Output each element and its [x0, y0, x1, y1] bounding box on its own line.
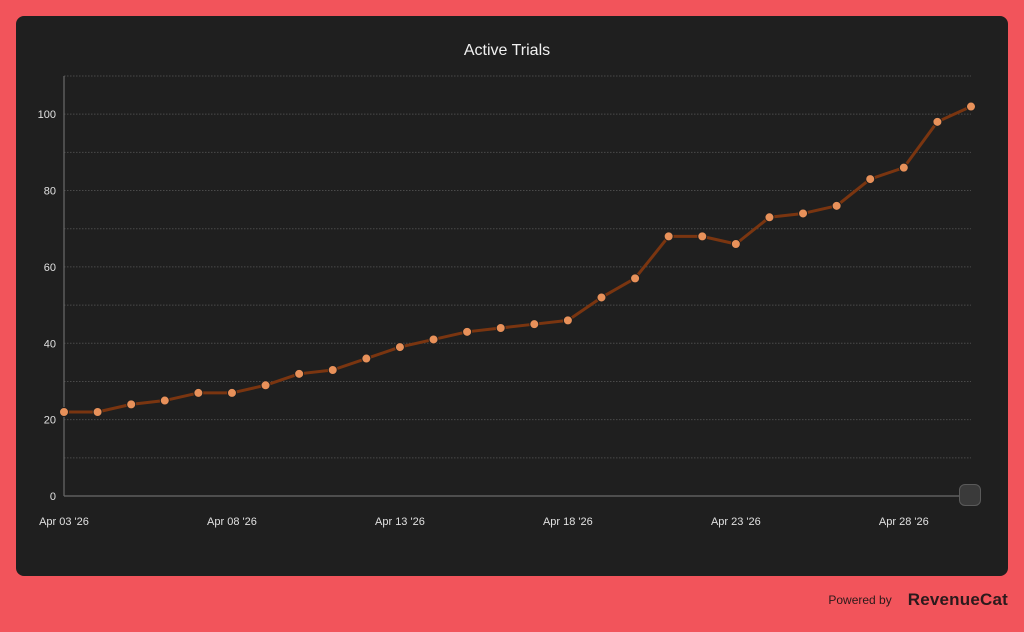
zoom-reset-button[interactable] — [959, 484, 981, 506]
y-tick-label: 60 — [44, 262, 56, 274]
data-point[interactable] — [966, 101, 976, 112]
data-point[interactable] — [764, 212, 775, 223]
data-point[interactable] — [697, 231, 708, 242]
chart-title: Active Trials — [464, 42, 550, 59]
x-tick-label: Apr 18 '26 — [543, 516, 593, 528]
data-point[interactable] — [630, 273, 641, 284]
chart-card: Active Trials 0 20 40 60 80 100 Apr 03 '26 Apr… — [16, 16, 1008, 576]
data-point[interactable] — [59, 407, 69, 417]
x-tick-label: Apr 28 '26 — [879, 516, 929, 528]
y-axis-ticks: 0 20 40 60 80 100 — [38, 109, 56, 503]
data-point[interactable] — [226, 387, 237, 398]
data-point[interactable] — [92, 407, 103, 417]
y-tick-label: 100 — [38, 109, 56, 121]
x-tick-label: Apr 23 '26 — [711, 516, 761, 528]
footer: Powered by RevenueCat — [828, 590, 1008, 610]
data-point[interactable] — [932, 116, 943, 127]
data-point[interactable] — [529, 319, 540, 330]
data-point[interactable] — [898, 162, 909, 173]
data-point[interactable] — [428, 334, 439, 345]
data-point[interactable] — [260, 380, 271, 391]
x-tick-label: Apr 03 '26 — [39, 516, 89, 528]
data-point[interactable] — [126, 399, 137, 410]
data-point[interactable] — [831, 200, 842, 211]
x-tick-label: Apr 13 '26 — [375, 516, 425, 528]
data-points[interactable] — [59, 101, 976, 417]
y-tick-label: 0 — [50, 491, 56, 503]
data-point[interactable] — [294, 368, 305, 379]
data-point[interactable] — [798, 208, 809, 219]
data-point[interactable] — [193, 387, 204, 398]
data-point[interactable] — [394, 342, 405, 353]
grid-lines — [64, 75, 971, 459]
data-point[interactable] — [730, 239, 741, 249]
data-point[interactable] — [361, 353, 372, 364]
data-point[interactable] — [159, 395, 170, 406]
powered-by-label: Powered by — [828, 593, 892, 607]
y-tick-label: 40 — [44, 338, 56, 350]
series-line — [62, 105, 973, 414]
data-point[interactable] — [462, 326, 473, 337]
data-point[interactable] — [865, 174, 876, 185]
brand-logo[interactable]: RevenueCat — [907, 590, 1008, 609]
data-point[interactable] — [596, 292, 607, 303]
data-point[interactable] — [327, 365, 338, 375]
y-tick-label: 80 — [44, 186, 56, 198]
data-point[interactable] — [562, 315, 573, 326]
x-axis-ticks: Apr 03 '26 Apr 08 '26 Apr 13 '26 Apr 18 '26… — [39, 516, 929, 528]
y-tick-label: 20 — [44, 415, 56, 427]
data-point[interactable] — [495, 323, 506, 333]
data-point[interactable] — [663, 231, 674, 242]
x-tick-label: Apr 08 '26 — [207, 516, 257, 528]
